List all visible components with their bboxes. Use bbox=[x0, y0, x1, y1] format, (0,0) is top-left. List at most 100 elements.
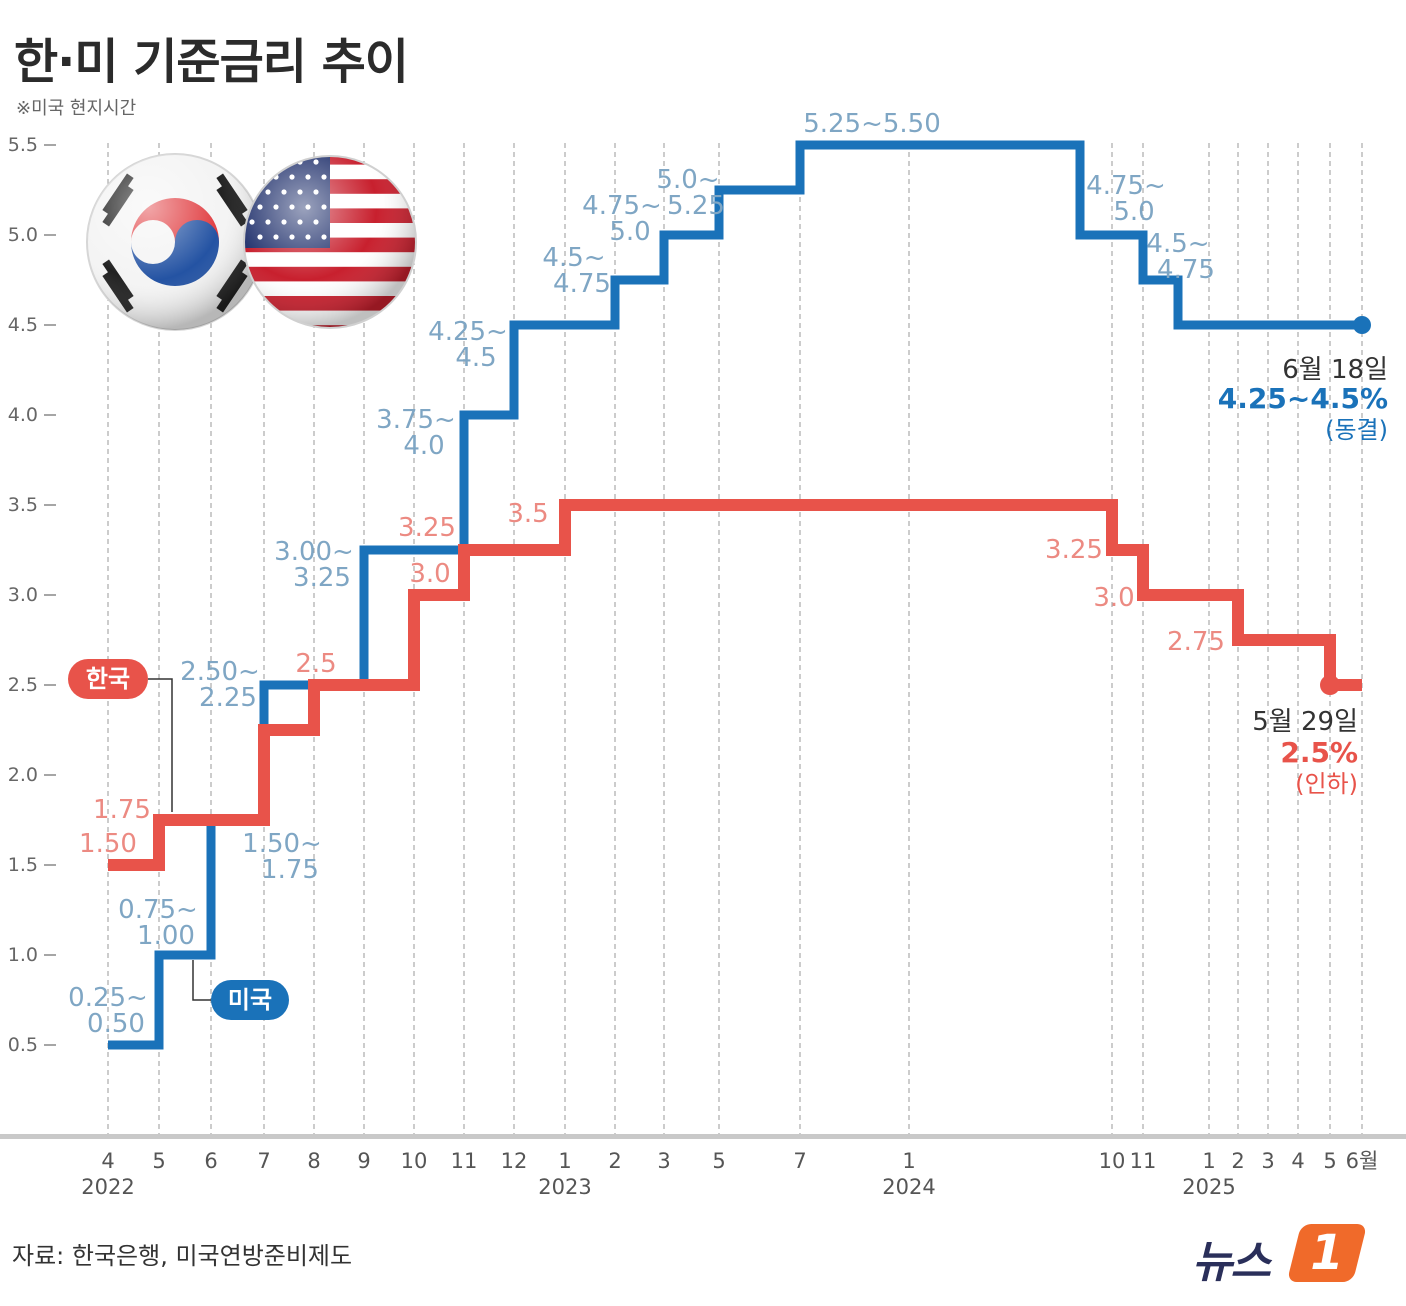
us-rate-label: 4.5~ 4.75 bbox=[1146, 229, 1215, 285]
y-tick-label: 3.5 bbox=[8, 494, 38, 516]
x-tick-label: 3 bbox=[657, 1149, 670, 1173]
us-rate-label-line: 4.0 bbox=[403, 431, 444, 461]
us-star bbox=[281, 159, 287, 165]
us-rate-label: 4.5~ 4.75 bbox=[542, 243, 611, 299]
korea-tag-bg bbox=[68, 659, 148, 699]
logo-badge: 1 bbox=[1286, 1224, 1368, 1282]
us-star bbox=[249, 159, 255, 165]
y-tick-label: 5.0 bbox=[8, 224, 38, 246]
x-tick-label: 7 bbox=[793, 1149, 806, 1173]
us-rate-label-line: 4.5~ bbox=[542, 243, 605, 273]
us-rate-label: 2.50~ 2.25 bbox=[180, 657, 260, 713]
x-tick-label: 1 bbox=[1202, 1149, 1215, 1173]
us-rate-label-line: 0.25~ bbox=[68, 983, 148, 1013]
x-tick-label: 5 bbox=[712, 1149, 725, 1173]
korea-tag: 한국 bbox=[86, 665, 130, 693]
korea-rate-label: 1.75 bbox=[93, 795, 151, 825]
y-tick-label: 5.5 bbox=[8, 134, 38, 156]
x-tick-label: 10 bbox=[1099, 1149, 1126, 1173]
korea-rate-label: 3.0 bbox=[1093, 583, 1134, 613]
year-label: 2025 bbox=[1182, 1175, 1235, 1199]
y-tick-label: 4.0 bbox=[8, 404, 38, 426]
us-rate-label: 0.75~ 1.00 bbox=[118, 895, 198, 951]
us-rate-label: 4.75~ 5.0 bbox=[582, 191, 662, 247]
us-flag bbox=[243, 155, 417, 329]
x-tick-label: 1 bbox=[902, 1149, 915, 1173]
x-tick-label: 1 bbox=[558, 1149, 571, 1173]
news1-logo: 뉴스 1 bbox=[1192, 1218, 1372, 1290]
us-rate-label-line: 0.50 bbox=[87, 1009, 145, 1039]
x-tick-label: 6 bbox=[204, 1149, 217, 1173]
us-star bbox=[257, 174, 263, 180]
us-star bbox=[249, 189, 255, 195]
us-rate-label-line: 4.5~ bbox=[1146, 229, 1209, 259]
us-rate-label: 3.75~ 4.0 bbox=[376, 405, 456, 461]
us-rate-label-line: 1.75 bbox=[261, 855, 319, 885]
y-tick-label: 4.5 bbox=[8, 314, 38, 336]
korea-rate-label: 3.25 bbox=[398, 513, 456, 543]
us-rate-label: 1.50~ 1.75 bbox=[242, 829, 322, 885]
us-tag-bg bbox=[211, 980, 289, 1020]
page-title: 한·미 기준금리 추이 bbox=[14, 34, 409, 90]
us-rate-label: 5.0~ 5.25 bbox=[656, 165, 725, 221]
logo-text: 뉴스 bbox=[1192, 1237, 1271, 1288]
us-rate-label-line: 5.0 bbox=[609, 217, 650, 247]
x-tick-label: 3 bbox=[1261, 1149, 1274, 1173]
us-rate-label-line: 5.0~ bbox=[656, 165, 719, 195]
us-rate-label-line: 1.50~ bbox=[242, 829, 322, 859]
y-tick-label: 2.5 bbox=[8, 674, 38, 696]
us-tag: 미국 bbox=[228, 986, 272, 1014]
us-end-point bbox=[1353, 316, 1371, 334]
us-rate-label-line: 1.00 bbox=[137, 921, 195, 951]
us-rate-label-line: 2.25 bbox=[199, 683, 257, 713]
us-rate-label-line: 4.5 bbox=[455, 343, 496, 373]
us-rate-label-line: 3.75~ bbox=[376, 405, 456, 435]
korea-rate-line bbox=[108, 499, 1362, 871]
year-label: 2024 bbox=[882, 1175, 935, 1199]
korea-flag bbox=[86, 153, 264, 331]
us-rate-label-line: 5.25~5.50 bbox=[803, 109, 941, 139]
y-tick-label: 3.0 bbox=[8, 584, 38, 606]
us-rate-label-line: 4.75 bbox=[553, 269, 611, 299]
y-tick-label: 1.0 bbox=[8, 944, 38, 966]
x-tick-label: 5 bbox=[152, 1149, 165, 1173]
korea-rate-label: 2.75 bbox=[1167, 627, 1225, 657]
korea-rate-label: 1.50 bbox=[79, 829, 137, 859]
korea-rate-label: 2.5 bbox=[295, 649, 336, 679]
year-label: 2022 bbox=[81, 1175, 134, 1199]
us-rate-label-line: 5.25 bbox=[667, 191, 725, 221]
time-note: ※미국 현지시간 bbox=[16, 98, 137, 119]
us-rate-label-line: 0.75~ bbox=[118, 895, 198, 925]
x-tick-label: 8 bbox=[307, 1149, 320, 1173]
x-tick-label: 4 bbox=[1291, 1149, 1304, 1173]
x-tick-label: 10 bbox=[401, 1149, 428, 1173]
us-rate-label: 0.25~ 0.50 bbox=[68, 983, 148, 1039]
x-tick-label: 5 bbox=[1323, 1149, 1336, 1173]
x-tick-label: 9 bbox=[357, 1149, 370, 1173]
korea-tag-leader bbox=[148, 678, 173, 812]
y-tick-label: 0.5 bbox=[8, 1034, 38, 1056]
korea-rate-annotation: 2.5% bbox=[1280, 736, 1358, 769]
x-tick-label: 11 bbox=[1130, 1149, 1157, 1173]
us-rate-label-line: 3.00~ bbox=[274, 537, 354, 567]
us-rate-label-line: 4.75 bbox=[1157, 255, 1215, 285]
korea-status-annotation: (인하) bbox=[1295, 770, 1358, 798]
year-label: 2023 bbox=[538, 1175, 591, 1199]
us-rate-label-line: 2.50~ bbox=[180, 657, 260, 687]
korea-rate-label: 3.0 bbox=[409, 559, 450, 589]
us-rate-label-line: 4.75~ bbox=[1086, 171, 1166, 201]
x-tick-label: 4 bbox=[101, 1149, 114, 1173]
us-rate-label: 3.00~ 3.25 bbox=[274, 537, 354, 593]
us-rate-annotation: 4.25~4.5% bbox=[1218, 382, 1388, 415]
us-rate-label-line: 4.25~ bbox=[428, 317, 508, 347]
x-tick-label: 6월 bbox=[1346, 1149, 1379, 1173]
us-date-annotation: 6월 18일 bbox=[1282, 355, 1388, 385]
y-tick-label: 1.5 bbox=[8, 854, 38, 876]
x-tick-label: 2 bbox=[608, 1149, 621, 1173]
us-rate-label: 4.25~ 4.5 bbox=[428, 317, 508, 373]
x-tick-label: 11 bbox=[451, 1149, 478, 1173]
x-tick-label: 7 bbox=[257, 1149, 270, 1173]
korea-end-point bbox=[1320, 675, 1340, 695]
us-tag-leader bbox=[192, 960, 211, 1001]
